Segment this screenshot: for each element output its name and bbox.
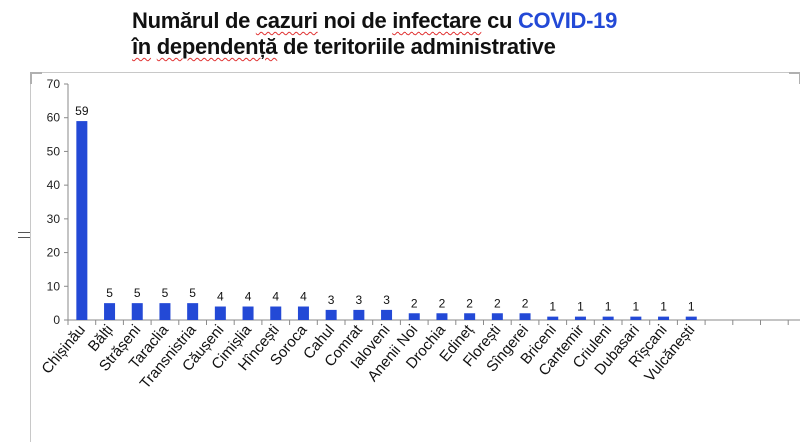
title-text: în <box>132 34 151 59</box>
bar <box>436 313 448 320</box>
data-label: 1 <box>577 300 584 314</box>
bar <box>602 316 614 320</box>
title-text: dependență <box>156 34 278 59</box>
y-tick-label: 20 <box>47 246 61 260</box>
data-label: 4 <box>272 290 279 304</box>
bar <box>574 316 586 320</box>
data-label: 3 <box>328 293 335 307</box>
data-label: 4 <box>245 290 252 304</box>
bar <box>187 303 199 320</box>
data-label: 5 <box>162 286 169 300</box>
bar <box>159 303 171 320</box>
data-label: 5 <box>134 286 141 300</box>
title-text: noi de <box>317 8 393 33</box>
bar <box>214 306 226 320</box>
data-label: 1 <box>549 300 556 314</box>
y-tick-label: 30 <box>47 212 61 226</box>
bar <box>491 313 503 320</box>
data-label: 1 <box>688 300 695 314</box>
data-label: 1 <box>660 300 667 314</box>
data-label: 2 <box>411 296 418 310</box>
data-label: 2 <box>439 296 446 310</box>
bar <box>76 121 88 320</box>
y-tick-label: 10 <box>47 279 61 293</box>
data-label: 3 <box>383 293 390 307</box>
bar <box>131 303 143 320</box>
bar <box>519 313 531 320</box>
bar <box>381 309 393 320</box>
data-label: 5 <box>189 286 196 300</box>
title-line-2: în dependență de teritoriile administrat… <box>132 34 617 60</box>
y-tick-label: 60 <box>47 111 61 125</box>
title-line-1: Numărul de cazuri noi de infectare cu CO… <box>132 8 617 34</box>
y-tick-label: 40 <box>47 178 61 192</box>
chart-title: Numărul de cazuri noi de infectare cu CO… <box>132 8 617 60</box>
bar <box>464 313 476 320</box>
title-text: de teritoriile administrative <box>277 34 556 59</box>
y-tick-label: 70 <box>47 77 61 91</box>
data-label: 2 <box>522 296 529 310</box>
title-text: cazuri <box>255 8 318 33</box>
title-text: infectare <box>392 8 482 33</box>
resize-handle-top-left[interactable] <box>30 72 42 84</box>
data-label: 1 <box>605 300 612 314</box>
data-label: 1 <box>633 300 640 314</box>
bar <box>242 306 254 320</box>
title-text: Numărul de <box>132 8 256 33</box>
side-handle-icon[interactable] <box>18 232 30 238</box>
bar <box>630 316 642 320</box>
y-tick-label: 0 <box>53 313 60 327</box>
title-accent: COVID-19 <box>517 8 618 33</box>
chart-panel <box>30 72 800 442</box>
bar <box>325 309 337 320</box>
data-label: 5 <box>106 286 113 300</box>
data-label: 2 <box>466 296 473 310</box>
data-label: 2 <box>494 296 501 310</box>
data-label: 3 <box>356 293 363 307</box>
bar <box>685 316 697 320</box>
bar <box>270 306 282 320</box>
data-label: 59 <box>75 104 89 118</box>
data-label: 4 <box>300 290 307 304</box>
y-tick-label: 50 <box>47 144 61 158</box>
bar <box>353 309 365 320</box>
title-text: cu <box>481 8 518 33</box>
bar <box>658 316 670 320</box>
x-tick-label: Chișinău <box>38 322 89 378</box>
data-label: 4 <box>217 290 224 304</box>
bar <box>547 316 559 320</box>
bar <box>408 313 420 320</box>
bar <box>297 306 309 320</box>
bar <box>104 303 116 320</box>
